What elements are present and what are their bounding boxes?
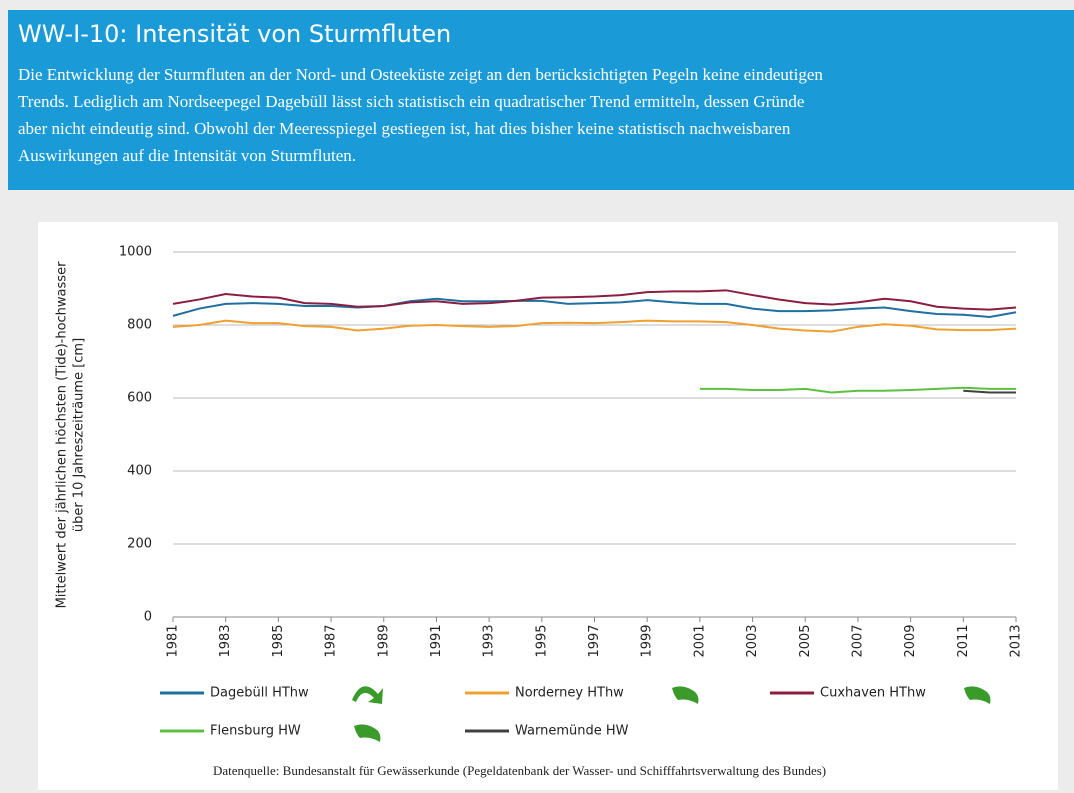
legend-label: Norderney HThw [515, 686, 624, 701]
x-tick-label: 2009 [903, 624, 918, 657]
x-tick-label: 1985 [271, 624, 286, 657]
y-tick-label: 600 [127, 391, 152, 406]
source-note: Datenquelle: Bundesanstalt für Gewässerk… [213, 763, 826, 778]
description-line: Auswirkungen auf die Intensität von Stur… [18, 146, 357, 165]
x-tick-label: 1993 [482, 624, 497, 657]
x-tick-label: 1999 [640, 624, 655, 657]
legend-label: Cuxhaven HThw [820, 686, 926, 701]
y-tick-label: 0 [144, 610, 152, 625]
legend-label: Warnemünde HW [515, 724, 629, 739]
y-tick-label: 400 [127, 464, 152, 479]
trend-icon [672, 686, 699, 704]
series-line [172, 297, 1017, 318]
legend-label: Flensburg HW [210, 724, 301, 739]
chart-panel [38, 222, 1058, 790]
trend-icon [354, 724, 381, 742]
x-tick-label: 1991 [429, 624, 444, 657]
series-line [963, 389, 1016, 394]
description-line: Trends. Lediglich am Nordseepegel Dagebü… [18, 92, 805, 111]
header: WW-I-10: Intensität von Sturmfluten Die … [8, 10, 1074, 190]
x-tick-label: 1997 [587, 624, 602, 657]
x-tick-label: 2003 [745, 624, 760, 657]
y-axis-label: über 10 Jahreszeiträume [cm] [72, 338, 87, 532]
x-tick-label: 2001 [692, 624, 707, 657]
x-tick-label: 1981 [166, 624, 181, 657]
trend-icon [964, 686, 991, 704]
x-tick-label: 1995 [534, 624, 549, 657]
legend-label: Dagebüll HThw [210, 686, 309, 701]
description-line: aber nicht eindeutig sind. Obwohl der Me… [18, 119, 791, 138]
x-tick-label: 2011 [956, 624, 971, 657]
series-line [699, 386, 1016, 394]
series-line [172, 289, 1017, 311]
x-tick-label: 1987 [324, 624, 339, 657]
series-line [172, 319, 1017, 333]
y-tick-label: 1000 [119, 245, 152, 260]
x-tick-label: 2005 [798, 624, 813, 657]
x-tick-label: 1983 [218, 624, 233, 657]
x-tick-label: 2007 [850, 624, 865, 657]
y-tick-label: 200 [127, 537, 152, 552]
x-tick-label: 2013 [1009, 624, 1024, 657]
title: WW-I-10: Intensität von Sturmfluten [18, 20, 452, 48]
x-tick-label: 1989 [376, 624, 391, 657]
trend-icon [352, 686, 383, 704]
y-tick-label: 800 [127, 318, 152, 333]
y-axis-label: Mittelwert der jährlichen höchsten (Tide… [55, 261, 70, 608]
description-line: Die Entwicklung der Sturmfluten an der N… [18, 65, 823, 84]
trend-icons [352, 686, 991, 742]
